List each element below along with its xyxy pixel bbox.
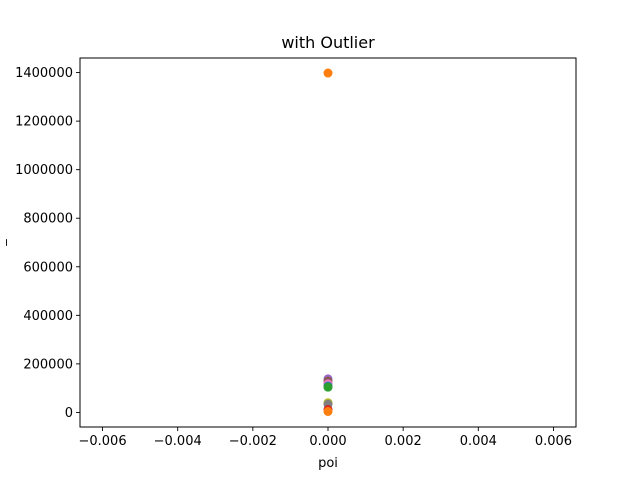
scatter-point xyxy=(323,382,333,392)
x-axis-label: poi xyxy=(318,456,338,471)
y-tick-label: 600000 xyxy=(23,260,73,275)
y-tick-label: 1400000 xyxy=(15,66,73,81)
plot-frame xyxy=(79,57,577,428)
y-tick-label: 200000 xyxy=(23,357,73,372)
x-tick-label: −0.002 xyxy=(229,434,277,449)
points-layer xyxy=(323,68,333,416)
scatter-point xyxy=(323,68,333,78)
chart-title: with Outlier xyxy=(281,33,375,52)
y-tick-label: 800000 xyxy=(23,212,73,227)
y-tick-label: 400000 xyxy=(23,309,73,324)
y-tick-label: 1200000 xyxy=(15,115,73,130)
x-tick-label: 0.000 xyxy=(309,434,346,449)
y-axis-label: _ xyxy=(0,239,8,247)
x-tick-label: 0.006 xyxy=(535,434,572,449)
x-tick-label: 0.004 xyxy=(460,434,497,449)
scatter-point xyxy=(323,406,333,416)
x-tick-label: −0.006 xyxy=(78,434,126,449)
x-tick-label: −0.004 xyxy=(154,434,202,449)
x-tick-label: 0.002 xyxy=(385,434,422,449)
y-tick-label: 0 xyxy=(65,406,73,421)
y-tick-label: 1000000 xyxy=(15,163,73,178)
ticks-layer: −0.006 −0.004 −0.002 0.000 0.002 0.004 0.006 0 2… xyxy=(15,66,572,449)
